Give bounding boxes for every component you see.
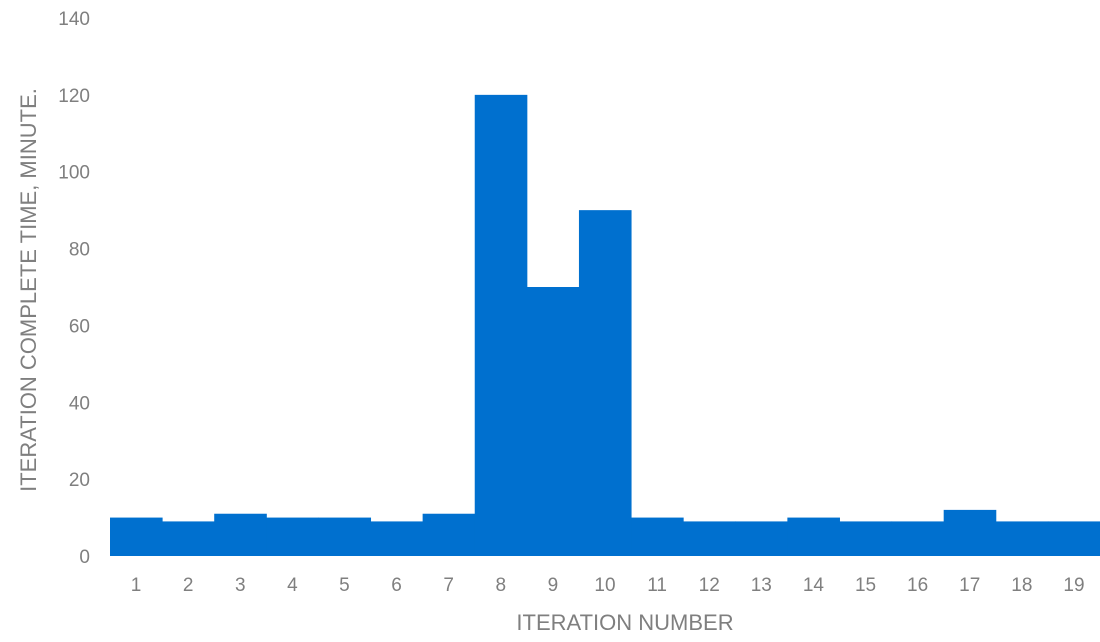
bar-7 bbox=[422, 513, 476, 556]
bar-4 bbox=[266, 517, 319, 556]
bar-15 bbox=[839, 521, 893, 556]
x-tick-label: 14 bbox=[803, 575, 825, 596]
x-tick-label: 10 bbox=[594, 575, 615, 596]
x-tick-label: 9 bbox=[548, 575, 559, 596]
x-tick-label: 6 bbox=[391, 575, 402, 596]
bar-14 bbox=[787, 517, 840, 556]
x-tick-label: 16 bbox=[907, 575, 928, 596]
y-tick-label: 120 bbox=[58, 86, 90, 107]
bar-17 bbox=[943, 509, 997, 556]
y-tick-label: 40 bbox=[69, 393, 90, 414]
bar-8 bbox=[474, 94, 528, 556]
y-tick-label: 20 bbox=[69, 470, 90, 491]
x-tick-label: 11 bbox=[647, 575, 667, 596]
x-tick-label: 17 bbox=[959, 575, 980, 596]
x-tick-label: 1 bbox=[131, 575, 142, 596]
x-tick-label: 4 bbox=[287, 575, 298, 596]
x-tick-label: 13 bbox=[751, 575, 772, 596]
bar-12 bbox=[683, 521, 736, 556]
y-tick-label: 140 bbox=[58, 9, 90, 30]
bar-16 bbox=[891, 521, 945, 556]
x-tick-label: 2 bbox=[183, 575, 194, 596]
bar-18 bbox=[995, 521, 1049, 556]
x-tick-label: 7 bbox=[443, 575, 454, 596]
bar-1 bbox=[110, 517, 163, 556]
bar-3 bbox=[214, 513, 267, 556]
y-axis-title: ITERATION COMPLETE TIME, MINUTE. bbox=[16, 88, 41, 492]
x-axis-ticks: 1 2 3 4 5 6 7 8 9 10 11 12 13 14 15 16 17 18 19 bbox=[131, 575, 1085, 596]
bar-11 bbox=[631, 517, 684, 556]
y-axis-ticks: 0 20 40 60 80 100 120 140 bbox=[58, 9, 90, 568]
bar-6 bbox=[370, 521, 424, 556]
bar-9 bbox=[526, 287, 580, 556]
x-tick-label: 19 bbox=[1063, 575, 1084, 596]
y-tick-label: 0 bbox=[79, 547, 90, 568]
x-tick-label: 3 bbox=[235, 575, 246, 596]
x-axis-title: ITERATION NUMBER bbox=[516, 610, 733, 635]
y-tick-label: 60 bbox=[69, 316, 90, 337]
x-tick-label: 8 bbox=[496, 575, 507, 596]
x-tick-label: 15 bbox=[855, 575, 876, 596]
bars-group bbox=[110, 94, 1100, 556]
x-tick-label: 18 bbox=[1011, 575, 1032, 596]
bar-10 bbox=[578, 210, 632, 556]
y-tick-label: 80 bbox=[69, 240, 90, 261]
y-tick-label: 100 bbox=[58, 163, 90, 184]
bar-2 bbox=[162, 521, 215, 556]
bar-19 bbox=[1047, 521, 1100, 556]
x-tick-label: 12 bbox=[699, 575, 720, 596]
bar-5 bbox=[318, 517, 372, 556]
x-tick-label: 5 bbox=[339, 575, 350, 596]
bar-13 bbox=[735, 521, 788, 556]
